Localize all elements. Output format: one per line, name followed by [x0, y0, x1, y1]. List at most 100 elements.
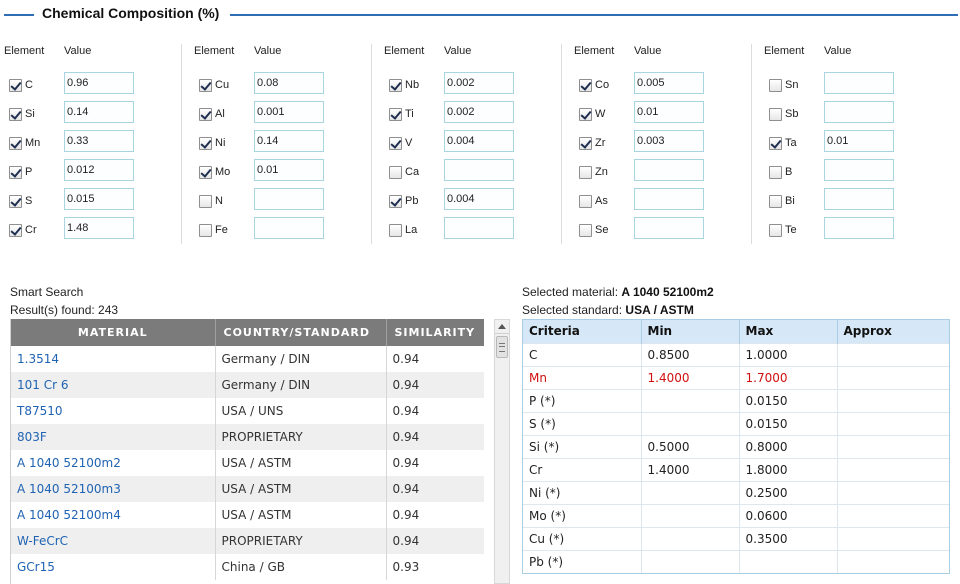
element-value-input[interactable]	[64, 101, 134, 123]
element-value-input[interactable]	[64, 217, 134, 239]
element-row: Se	[574, 217, 744, 241]
country-standard-cell: Germany / DIN	[215, 372, 387, 398]
element-value-input[interactable]	[254, 101, 324, 123]
element-value-input[interactable]	[64, 159, 134, 181]
element-checkbox[interactable]	[389, 108, 402, 121]
element-value-input[interactable]	[634, 101, 704, 123]
table-row[interactable]: 1.3514 Germany / DIN 0.94	[11, 346, 484, 372]
element-value-input[interactable]	[824, 130, 894, 152]
material-link[interactable]: W-FeCrC	[11, 528, 216, 554]
material-link[interactable]: A 1040 52100m3	[11, 476, 216, 502]
element-value-input[interactable]	[824, 72, 894, 94]
element-checkbox[interactable]	[579, 224, 592, 237]
similarity-cell: 0.94	[386, 528, 484, 554]
element-label: Mo	[215, 166, 231, 178]
element-value-input[interactable]	[634, 159, 704, 181]
element-checkbox[interactable]	[9, 166, 22, 179]
element-label: Sb	[785, 108, 799, 120]
element-checkbox[interactable]	[769, 166, 782, 179]
results-table-container: MATERIAL COUNTRY/STANDARD SIMILARITY 1.3…	[10, 319, 484, 584]
element-value-input[interactable]	[824, 217, 894, 239]
element-row: Pb	[384, 188, 554, 212]
scroll-up-arrow-icon[interactable]	[495, 320, 509, 334]
table-row[interactable]: W-FeCrC PROPRIETARY 0.94	[11, 528, 484, 554]
element-checkbox[interactable]	[769, 224, 782, 237]
element-checkbox[interactable]	[199, 166, 212, 179]
table-row[interactable]: 101 Cr 6 Germany / DIN 0.94	[11, 372, 484, 398]
element-value-input[interactable]	[64, 130, 134, 152]
element-value-input[interactable]	[824, 101, 894, 123]
table-row[interactable]: A 1040 52100m3 USA / ASTM 0.94	[11, 476, 484, 502]
element-value-input[interactable]	[444, 217, 514, 239]
element-value-input[interactable]	[254, 130, 324, 152]
element-value-input[interactable]	[254, 217, 324, 239]
material-link[interactable]: A 1040 52100m4	[11, 502, 216, 528]
element-checkbox[interactable]	[199, 79, 212, 92]
results-scrollbar[interactable]	[494, 319, 510, 584]
material-link[interactable]: 101 Cr 6	[11, 372, 216, 398]
column-header-standard[interactable]: COUNTRY/STANDARD	[215, 319, 387, 346]
element-value-input[interactable]	[64, 188, 134, 210]
element-value-input[interactable]	[444, 159, 514, 181]
element-checkbox[interactable]	[9, 108, 22, 121]
element-checkbox[interactable]	[389, 137, 402, 150]
element-value-input[interactable]	[634, 188, 704, 210]
table-row[interactable]: T87510 USA / UNS 0.94	[11, 398, 484, 424]
element-checkbox[interactable]	[579, 195, 592, 208]
element-checkbox[interactable]	[389, 166, 402, 179]
scroll-thumb[interactable]	[496, 336, 508, 358]
material-link[interactable]: 803F	[11, 424, 216, 450]
element-value-input[interactable]	[634, 130, 704, 152]
material-link[interactable]: A 1040 52100m2	[11, 450, 216, 476]
element-checkbox[interactable]	[389, 195, 402, 208]
element-checkbox[interactable]	[389, 79, 402, 92]
table-row[interactable]: A 1040 52100m4 USA / ASTM 0.94	[11, 502, 484, 528]
element-checkbox[interactable]	[389, 224, 402, 237]
element-checkbox[interactable]	[199, 224, 212, 237]
element-checkbox[interactable]	[579, 79, 592, 92]
element-checkbox[interactable]	[9, 224, 22, 237]
element-checkbox[interactable]	[769, 79, 782, 92]
element-checkbox[interactable]	[199, 195, 212, 208]
column-divider	[181, 44, 182, 244]
element-value-input[interactable]	[634, 217, 704, 239]
element-value-input[interactable]	[444, 188, 514, 210]
element-checkbox[interactable]	[199, 108, 212, 121]
element-value-input[interactable]	[444, 101, 514, 123]
table-row[interactable]: A 1040 52100m2 USA / ASTM 0.94	[11, 450, 484, 476]
column-header-material[interactable]: MATERIAL	[11, 319, 216, 346]
material-link[interactable]: GCr15	[11, 554, 216, 580]
column-header-similarity[interactable]: SIMILARITY	[386, 319, 484, 346]
element-value-input[interactable]	[254, 72, 324, 94]
element-label: Se	[595, 224, 609, 236]
element-checkbox[interactable]	[9, 79, 22, 92]
element-value-input[interactable]	[254, 188, 324, 210]
element-checkbox[interactable]	[9, 195, 22, 208]
element-value-input[interactable]	[444, 130, 514, 152]
element-row: Ni	[194, 130, 364, 154]
element-value-input[interactable]	[824, 188, 894, 210]
element-label: Nb	[405, 79, 420, 91]
table-row[interactable]: 803F PROPRIETARY 0.94	[11, 424, 484, 450]
element-value-input[interactable]	[634, 72, 704, 94]
material-link[interactable]: T87510	[11, 398, 216, 424]
element-checkbox[interactable]	[769, 195, 782, 208]
material-link[interactable]: 1.3514	[11, 346, 216, 372]
max-cell: 0.0150	[739, 388, 838, 412]
element-checkbox[interactable]	[9, 137, 22, 150]
element-value-input[interactable]	[824, 159, 894, 181]
element-checkbox[interactable]	[199, 137, 212, 150]
header-rule-left	[4, 14, 34, 16]
criteria-row: C 0.8500 1.0000	[523, 342, 949, 366]
element-checkbox[interactable]	[579, 137, 592, 150]
element-value-input[interactable]	[254, 159, 324, 181]
composition-column: Element Value Cu Al Ni Mo N Fe	[181, 38, 364, 246]
element-checkbox[interactable]	[769, 137, 782, 150]
element-checkbox[interactable]	[769, 108, 782, 121]
table-row[interactable]: GCr15 China / GB 0.93	[11, 554, 484, 580]
element-value-input[interactable]	[444, 72, 514, 94]
element-checkbox[interactable]	[579, 108, 592, 121]
element-value-input[interactable]	[64, 72, 134, 94]
criteria-col-min: Min	[641, 320, 740, 343]
element-checkbox[interactable]	[579, 166, 592, 179]
